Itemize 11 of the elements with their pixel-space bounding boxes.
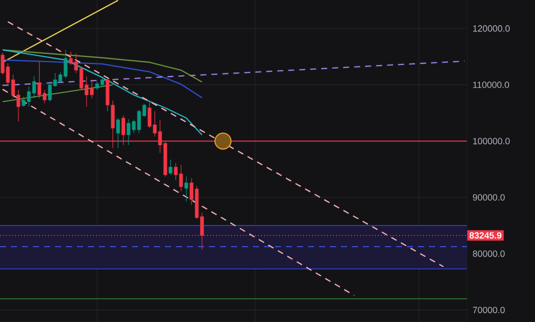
candlestick	[184, 176, 188, 202]
ref-line-label: 83245.9	[469, 232, 502, 239]
y-tick-label: 90000.0	[472, 194, 505, 201]
y-tick-label: 70000.0	[472, 306, 505, 314]
y-tick-label: 100000.0	[473, 138, 510, 144]
candlestick	[168, 159, 172, 176]
line-series	[2, 49, 203, 136]
y-tick-label: 110000.0	[473, 82, 510, 88]
y-tick-label: 120000.0	[473, 25, 510, 32]
candlestick	[116, 118, 120, 148]
y-tick-label: 80000.0	[472, 250, 505, 257]
